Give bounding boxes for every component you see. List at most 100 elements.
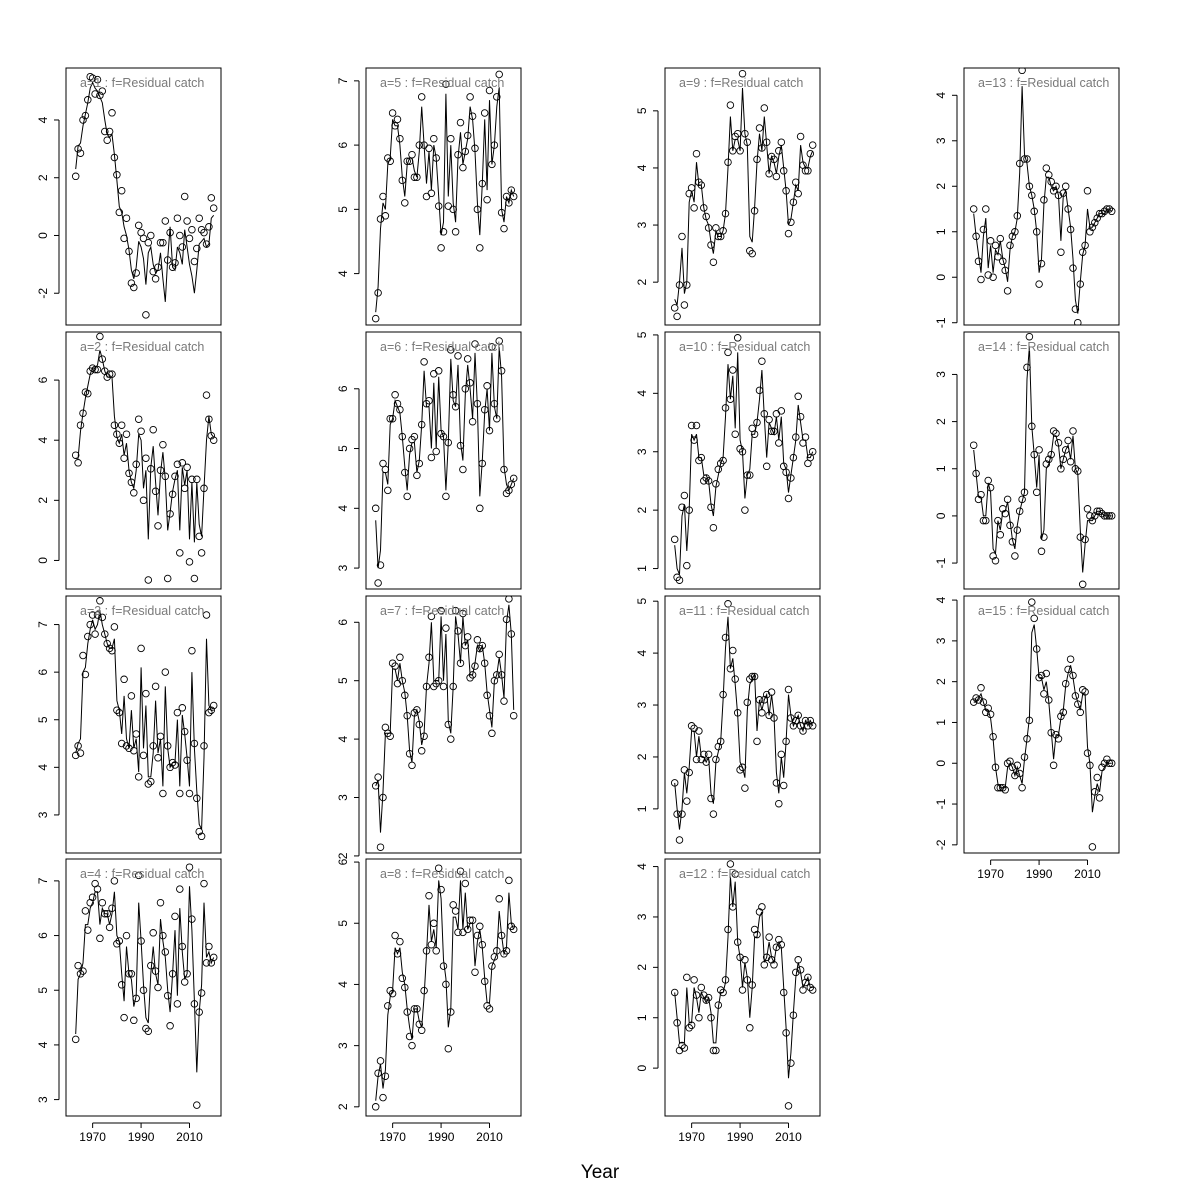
observed-point	[434, 676, 443, 685]
observed-point	[799, 727, 807, 735]
observed-point	[1103, 512, 1111, 520]
observed-point	[473, 931, 482, 940]
observed-point	[979, 225, 988, 234]
plot-area: a=8 : f=Residual catch	[371, 864, 518, 1111]
observed-point	[743, 698, 752, 707]
plot-frame	[963, 595, 1120, 854]
observed-point	[417, 747, 426, 755]
plot-frame	[365, 67, 522, 326]
fitted-line	[375, 604, 515, 833]
observed-point	[746, 1024, 754, 1032]
observed-point	[81, 907, 90, 915]
x-tick-label: 1970	[977, 867, 1004, 881]
observed-point	[205, 415, 213, 423]
observed-point	[108, 370, 116, 378]
plot-frame	[65, 858, 222, 1117]
observed-point	[700, 991, 708, 999]
observed-point	[98, 613, 107, 622]
observed-point	[690, 204, 698, 212]
observed-point	[403, 157, 411, 165]
observed-point	[84, 389, 92, 398]
observed-point	[88, 74, 97, 82]
observed-point	[733, 938, 742, 946]
observed-point	[183, 463, 191, 472]
observed-point	[98, 355, 107, 363]
observed-point	[772, 172, 781, 181]
observed-point	[485, 711, 494, 720]
observed-point	[753, 930, 761, 939]
observed-point	[185, 863, 194, 871]
observed-point	[139, 751, 148, 760]
observed-point	[71, 1035, 80, 1044]
observed-point	[168, 490, 177, 499]
observed-point	[422, 947, 431, 955]
observed-point	[434, 864, 443, 872]
observed-point	[1032, 228, 1041, 236]
y-tick-label: 3	[934, 371, 948, 378]
observed-point	[151, 487, 160, 496]
observed-point	[417, 93, 426, 101]
observed-point	[1105, 205, 1114, 213]
observed-point	[1035, 280, 1043, 288]
observed-point	[1100, 207, 1109, 216]
observed-point	[190, 574, 199, 583]
observed-point	[707, 241, 715, 249]
observed-point	[796, 132, 805, 141]
observed-point	[690, 976, 698, 984]
y-tick-label: 7	[36, 877, 50, 884]
observed-point	[490, 399, 499, 408]
observed-point	[466, 93, 474, 101]
observed-point	[151, 275, 160, 283]
observed-point	[93, 611, 102, 619]
y-tick-label: 5	[36, 716, 50, 723]
x-tick-label: 1970	[79, 1130, 106, 1144]
plot-area: a=6 : f=Residual catch	[371, 337, 518, 587]
plot-frame	[664, 67, 821, 326]
observed-point	[130, 1016, 138, 1025]
observed-point	[168, 970, 177, 978]
observed-point	[468, 916, 477, 924]
observed-point	[101, 630, 109, 638]
observed-point	[1071, 305, 1080, 313]
observed-point	[413, 173, 421, 181]
observed-point	[173, 708, 182, 717]
observed-point	[770, 961, 778, 969]
observed-point	[391, 931, 399, 940]
observed-point	[476, 922, 484, 931]
observed-point	[166, 510, 174, 518]
observed-point	[490, 141, 499, 149]
observed-point	[91, 90, 99, 98]
observed-point	[678, 503, 686, 511]
plot-frame	[65, 67, 222, 326]
observed-point	[71, 751, 80, 760]
plot-area: a=10 : f=Residual catch	[670, 334, 817, 584]
observed-point	[673, 312, 681, 321]
observed-point	[1028, 422, 1036, 431]
observed-point	[969, 441, 978, 449]
observed-point	[770, 155, 778, 164]
observed-point	[497, 671, 506, 679]
x-tick-label: 1990	[128, 1130, 155, 1144]
observed-point	[74, 742, 82, 750]
observed-point	[127, 692, 136, 700]
fitted-line	[75, 610, 214, 830]
observed-point	[1088, 516, 1097, 525]
y-tick-label: -1	[934, 317, 948, 328]
observed-point	[125, 469, 133, 478]
y-tick-label: 4	[635, 390, 649, 397]
observed-point	[205, 708, 213, 717]
observed-point	[473, 399, 482, 408]
observed-point	[789, 453, 798, 462]
observed-point	[190, 257, 199, 266]
observed-point	[709, 1046, 718, 1055]
observed-point	[137, 937, 145, 945]
plot-area: a=14 : f=Residual catch	[969, 332, 1116, 589]
observed-point	[733, 709, 742, 717]
observed-point	[493, 671, 501, 679]
observed-point	[680, 491, 689, 500]
observed-point	[195, 827, 203, 836]
observed-point	[461, 879, 470, 888]
observed-point	[760, 410, 769, 418]
observed-point	[502, 947, 511, 955]
observed-point	[736, 147, 744, 155]
